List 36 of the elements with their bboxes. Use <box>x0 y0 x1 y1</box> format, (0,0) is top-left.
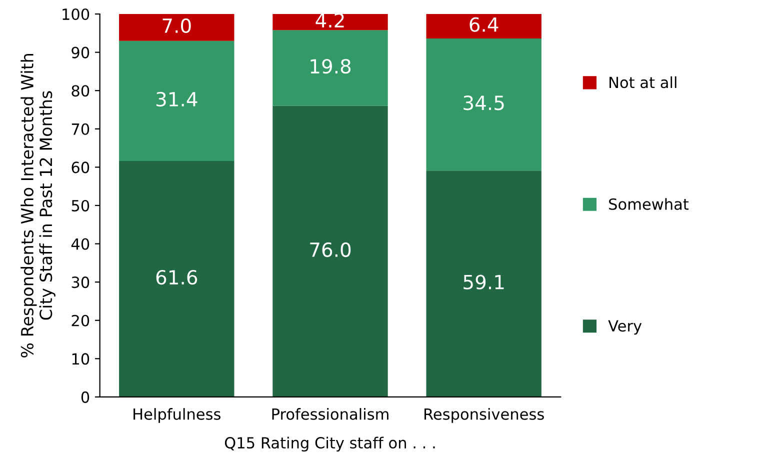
legend-label: Somewhat <box>609 198 689 210</box>
x-tick-label: Helpfulness <box>134 408 220 423</box>
x-tick-label: Professionalism <box>272 408 388 420</box>
y-tick-label: 90 <box>72 46 90 58</box>
y-tick-label: 60 <box>72 162 90 174</box>
y-tick-label: 40 <box>71 238 90 250</box>
y-tick-label: 100 <box>62 8 90 20</box>
data-label: 6.4 <box>470 17 498 32</box>
data-label: 31.4 <box>156 92 198 107</box>
data-label: 34.5 <box>464 96 504 110</box>
data-label: 61.6 <box>156 270 198 285</box>
bar <box>272 14 388 30</box>
y-tick-label: 30 <box>72 276 90 288</box>
y-tick-label: 0 <box>81 391 90 403</box>
bar <box>426 14 542 39</box>
data-label: 19.8 <box>310 58 351 74</box>
bar <box>119 14 234 41</box>
y-axis-title: % Respondents Who Interacted With City Staff in Past 12 Months <box>20 54 56 358</box>
data-label: 59.1 <box>464 274 504 290</box>
legend-label: Not at all <box>610 76 676 88</box>
bar <box>272 106 388 397</box>
y-tick-label: 80 <box>72 85 90 97</box>
y-tick-label: 50 <box>72 200 90 212</box>
bar <box>119 161 234 397</box>
bar <box>426 170 542 397</box>
data-label: 76.0 <box>310 242 351 258</box>
y-tick-label: 20 <box>72 314 90 326</box>
y-tick-label: 10 <box>72 353 90 365</box>
legend-label: Very <box>608 320 642 335</box>
y-tick-label: 70 <box>72 123 90 135</box>
bar <box>119 40 234 162</box>
x-tick-label: Responsiveness <box>424 408 544 423</box>
bar <box>272 30 388 106</box>
data-label: 7.0 <box>162 18 191 34</box>
bar <box>426 38 542 171</box>
x-axis-title: Q15 Rating City staff on . . . <box>224 436 435 452</box>
